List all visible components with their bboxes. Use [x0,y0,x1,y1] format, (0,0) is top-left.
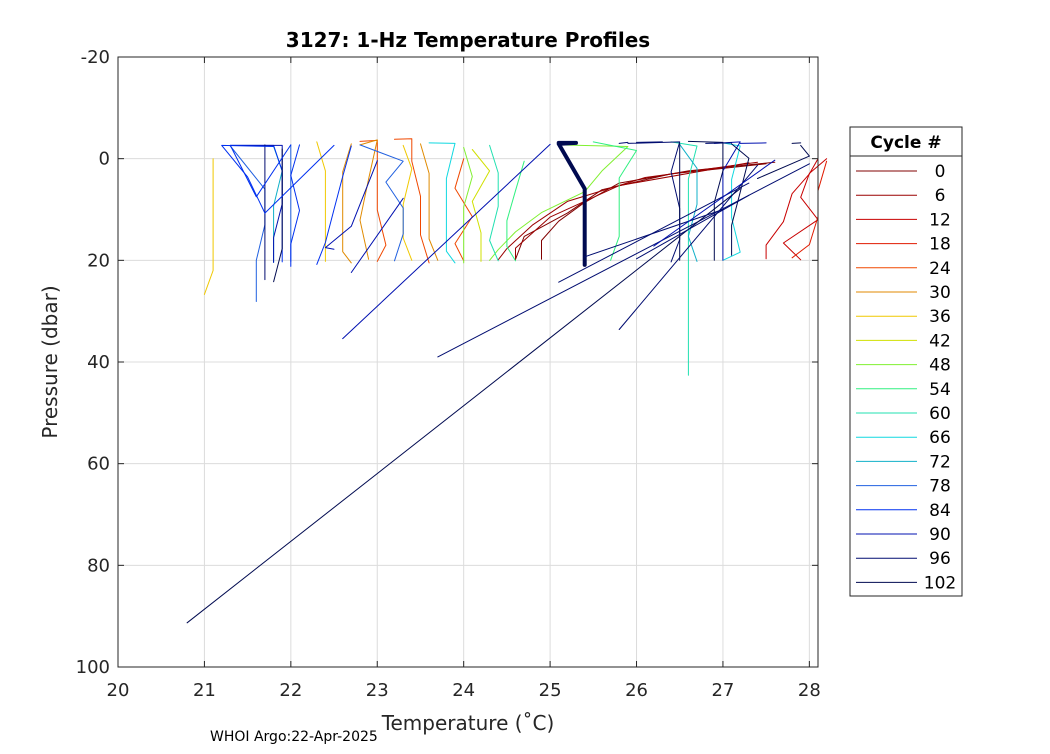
legend-entry-label: 96 [929,549,951,569]
profile-line-cycle-96 [705,142,733,144]
x-tick-label: 23 [366,680,389,701]
profile-line-cycle-84 [229,144,292,198]
legend-entry-label: 60 [929,404,951,424]
profile-line-cycle-102 [791,142,802,144]
profile-line-cycle-60 [670,141,698,376]
profile-line-cycle-90 [324,160,378,250]
y-tick-label: 80 [87,555,110,576]
legend-entry-label: 66 [929,428,951,448]
profile-line-cycle-48 [489,144,629,261]
y-tick-label: 60 [87,454,110,475]
profile-line-cycle-36 [203,158,214,295]
profile-line-cycle-24 [394,138,430,264]
profile-line-cycle-36 [402,144,413,261]
x-tick-label: 20 [107,680,130,701]
legend-entry-label: 72 [929,452,951,472]
profile-line-cycle-90 [350,197,404,273]
legend-entry-label: 6 [935,186,946,206]
x-tick-label: 24 [452,680,475,701]
legend-entry-label: 0 [935,162,946,182]
y-tick-label: -20 [81,47,110,68]
profile-line-cycle-72 [679,143,698,262]
legend-entry-label: 12 [929,210,951,230]
profile-line-cycle-102 [186,188,741,624]
x-tick-label: 25 [539,680,562,701]
profile-line-cycle-66 [722,142,741,261]
x-tick-label: 26 [625,680,648,701]
ticks: 20 21 22 23 24 25 26 27 28 -20 0 20 40 60 80 100 [76,47,821,701]
x-tick-label: 21 [193,680,216,701]
x-tick-label: 27 [711,680,734,701]
profile-line-cycle-96 [584,209,724,258]
y-tick-label: 40 [87,352,110,373]
profile-line-cycle-102 [687,140,724,261]
profile-line-cycle-54 [592,141,637,261]
profile-line-cycle-30 [342,143,352,264]
profile-line-cycle-48 [463,147,473,264]
legend-entry-label: 36 [929,307,951,327]
profile-line-cycle-84 [316,145,352,265]
legend-entry-label: 42 [929,331,951,351]
profile-line-cycle-96 [618,141,629,144]
x-tick-label: 22 [279,680,302,701]
y-tick-label: 20 [87,250,110,271]
profile-line-cycle-30 [359,139,378,260]
y-tick-label: 100 [76,657,110,678]
y-tick-label: 0 [99,149,110,170]
profile-line-cycle-12 [765,158,819,260]
profile-line-cycle-42 [471,149,491,262]
profile-line-cycle-66 [428,142,456,264]
profile-line-cycle-60 [489,144,499,262]
profile-line-cycle-96 [636,141,663,143]
profile-line-cycle-78 [359,144,404,262]
profile-line-cycle-30 [420,143,439,261]
legend-entry-label: 84 [929,501,951,521]
profile-line-cycle-36 [316,141,326,262]
profile-line-cycle-102 [731,143,750,256]
profile-line-cycle-84 [290,144,300,267]
profile-line-cycle-84 [221,144,335,214]
legend-entry-label: 18 [929,235,951,255]
legend-entry-label: 90 [929,525,951,545]
profile-line-cycle-12 [782,158,828,261]
profile-line-cycle-90 [713,141,741,261]
profile-line-cycle-102 [757,144,810,179]
profile-line-cycle-96 [627,141,681,263]
profile-line-cycle-90 [739,142,767,144]
profile-line-cycle-6 [497,161,758,261]
x-tick-label: 28 [798,680,821,701]
profile-line-cycle-102 [556,140,587,267]
profile-line-cycle-102 [273,148,283,283]
profile-line-cycle-90 [342,143,551,340]
legend-entry-label: 78 [929,477,951,497]
legend-entry-label: 24 [929,259,951,279]
legend-entry-label: 102 [924,573,956,593]
legend: Cycle # 0 6 12 18 24 30 36 42 48 54 60 66 72 78 84 90 96… [849,126,963,597]
profile-line-cycle-96 [636,194,750,260]
footnote: WHOI Argo:22-Apr-2025 [210,729,378,745]
x-axis-label: Temperature (˚C) [381,711,555,735]
legend-entry-label: 54 [929,380,951,400]
profile-line-cycle-6 [515,162,750,261]
chart-title: 3127: 1-Hz Temperature Profiles [286,28,650,52]
y-axis-label: Pressure (dbar) [38,285,62,438]
legend-entry-label: 48 [929,356,951,376]
series-group [186,138,828,624]
profile-line-cycle-90 [653,159,776,247]
legend-entry-label: 30 [929,283,951,303]
legend-title: Cycle # [870,133,941,153]
profile-line-cycle-54 [506,160,525,262]
legend-box [849,126,963,597]
